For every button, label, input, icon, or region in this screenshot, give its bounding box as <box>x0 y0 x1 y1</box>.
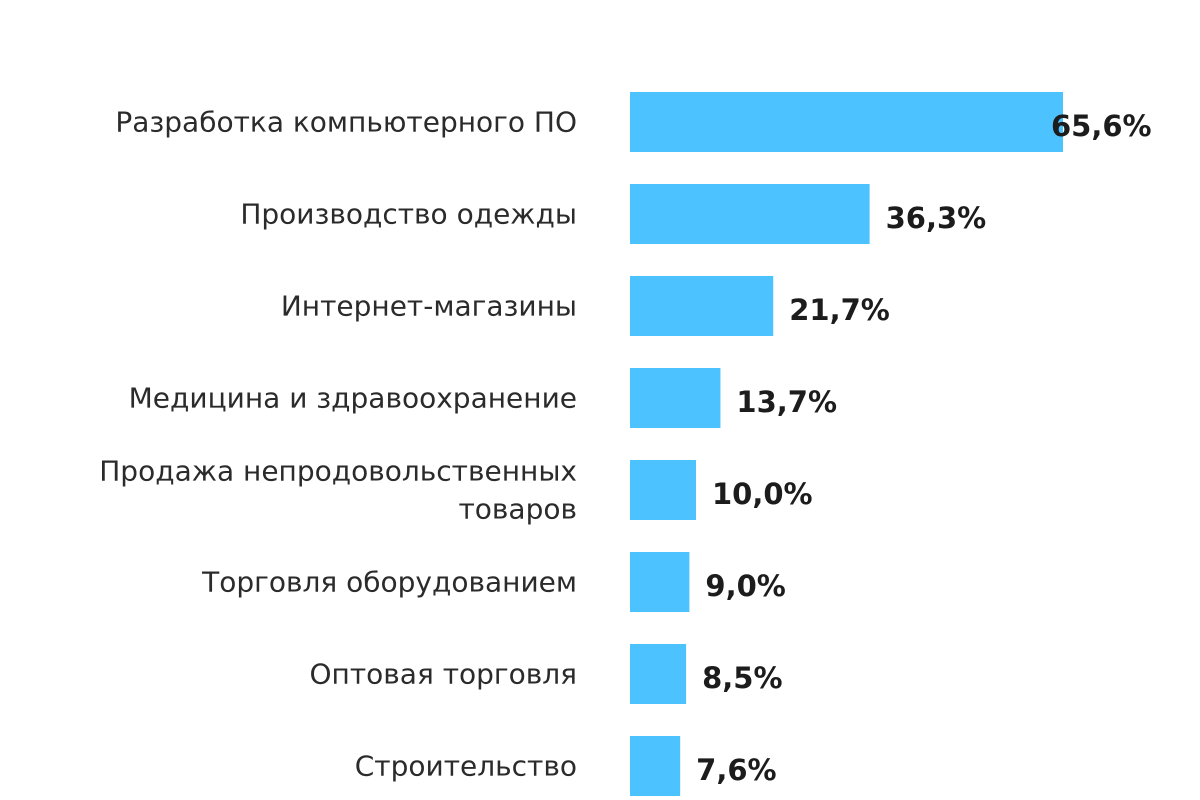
value-label: 9,0% <box>705 569 785 603</box>
bar-group: Торговля оборудованием 9,0% <box>201 552 786 612</box>
bar <box>630 460 697 520</box>
category-label: Производство одежды <box>240 198 577 231</box>
category-label: Продажа непродовольственных <box>99 455 577 488</box>
bar <box>630 184 870 244</box>
bar <box>630 276 774 336</box>
category-label: Медицина и здравоохранение <box>129 382 577 415</box>
value-label: 36,3% <box>886 201 987 235</box>
bar-group: Производство одежды 36,3% <box>240 184 986 244</box>
bar <box>630 736 681 796</box>
bar <box>630 368 721 428</box>
value-label: 21,7% <box>789 293 890 327</box>
category-label: Оптовая торговля <box>310 658 578 691</box>
bar <box>630 92 1063 152</box>
bar-group: Медицина и здравоохранение 13,7% <box>129 368 837 428</box>
bar-group: Строительство 7,6% <box>355 736 777 796</box>
bar-group: Продажа непродовольственных товаров 10,0% <box>99 455 812 526</box>
category-label: Интернет-магазины <box>281 290 577 323</box>
bar-group: Разработка компьютерного ПО 65,6% <box>115 92 1152 152</box>
bar-group: Оптовая торговля 8,5% <box>310 644 783 704</box>
bar <box>630 644 687 704</box>
value-label: 13,7% <box>736 385 837 419</box>
value-label: 8,5% <box>702 661 782 695</box>
category-label: Строительство <box>355 750 577 783</box>
bar-group: Интернет-магазины 21,7% <box>281 276 890 336</box>
category-label: Разработка компьютерного ПО <box>115 106 577 139</box>
value-label: 65,6% <box>1051 109 1152 143</box>
category-label: товаров <box>458 493 577 526</box>
value-label: 10,0% <box>712 477 813 511</box>
category-label: Торговля оборудованием <box>201 566 577 599</box>
bar <box>630 552 690 612</box>
value-label: 7,6% <box>696 753 776 787</box>
